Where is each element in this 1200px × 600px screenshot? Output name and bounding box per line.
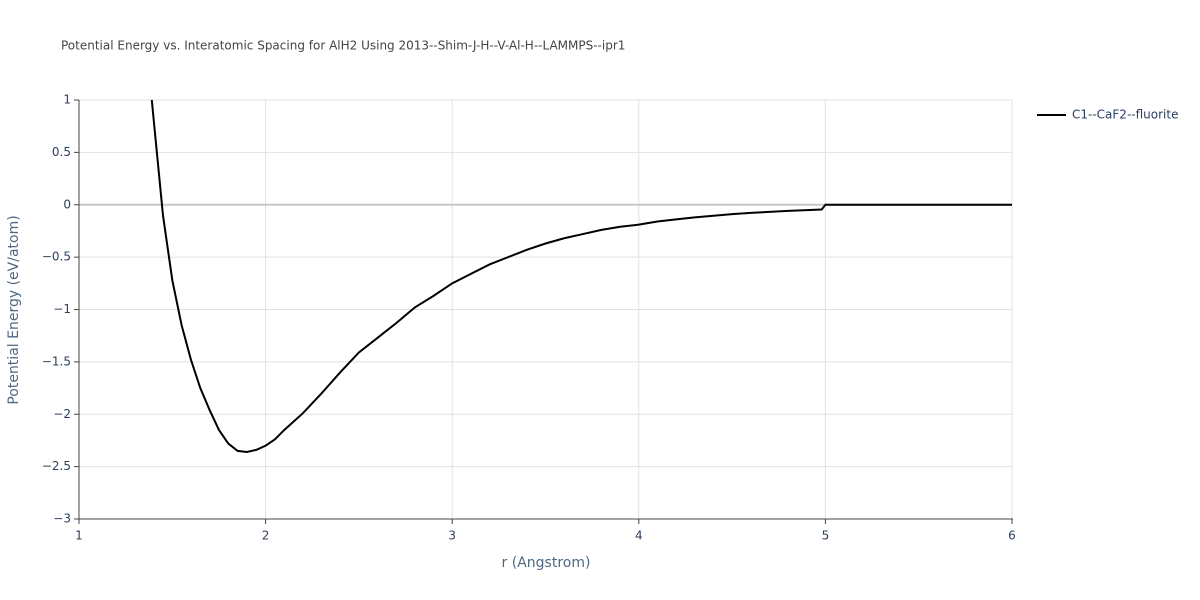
y-tick-label: −1 [53,302,71,316]
x-tick-label: 3 [448,529,456,543]
x-tick-label: 2 [262,529,270,543]
y-axis-title: Potential Energy (eV/atom) [6,215,22,404]
x-axis-title: r (Angstrom) [502,555,591,571]
y-tick-label: −3 [53,512,71,526]
y-tick-label: −0.5 [42,250,71,264]
x-tick-label: 6 [1008,529,1016,543]
x-tick-label: 4 [635,529,643,543]
line-series [150,99,1012,453]
y-tick-label: −1.5 [42,354,71,368]
y-tick-label: 0.5 [52,145,71,159]
x-tick-label: 1 [75,529,83,543]
y-tick-label: −2.5 [42,459,71,473]
chart-title: Potential Energy vs. Interatomic Spacing… [61,39,625,53]
x-tick-label: 5 [822,529,830,543]
y-tick-label: 1 [63,93,71,107]
y-tick-label: −2 [53,407,71,421]
legend-label: C1--CaF2--fluorite [1072,108,1178,122]
y-tick-label: 0 [63,197,71,211]
plot-area [150,99,1012,453]
